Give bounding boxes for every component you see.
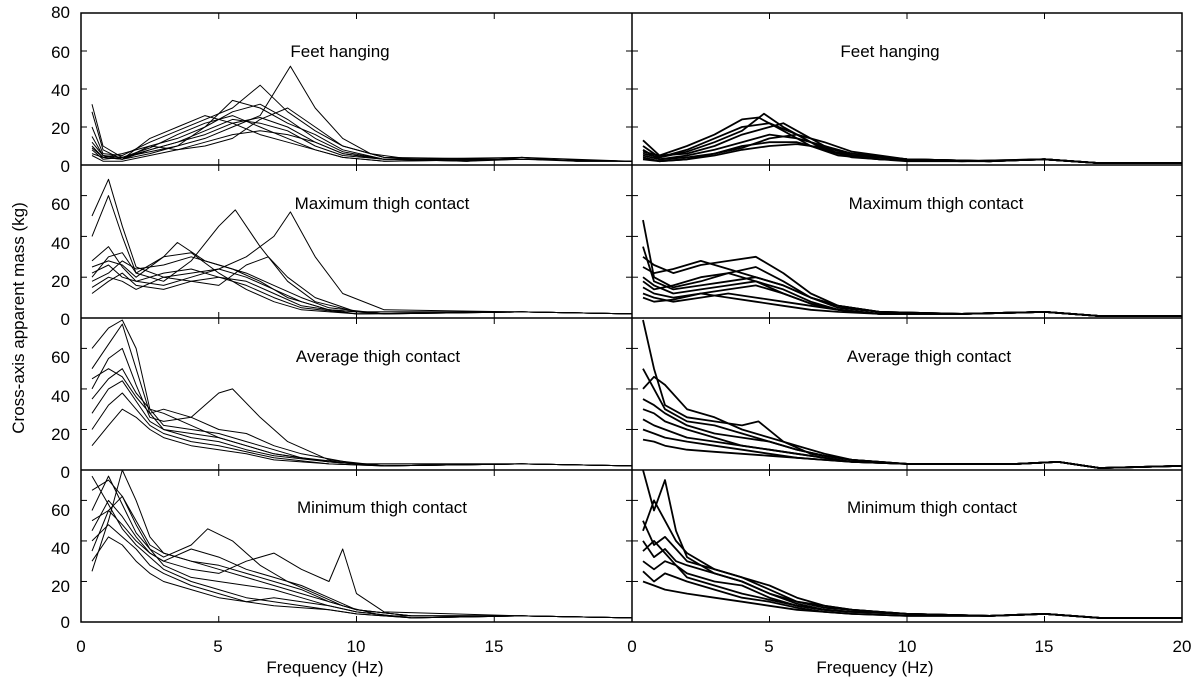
- x-axis-label: Frequency (Hz): [266, 658, 383, 677]
- series-line: [642, 438, 1183, 469]
- panel-title: Maximum thigh contact: [295, 194, 470, 213]
- ytick-label: 40: [51, 81, 70, 100]
- panel-title: Feet hanging: [840, 42, 939, 61]
- ytick-label: 40: [51, 234, 70, 253]
- series-line: [91, 392, 633, 467]
- ytick-label: 20: [51, 272, 70, 291]
- panel-title: Average thigh contact: [296, 347, 460, 366]
- series-line: [91, 368, 633, 467]
- series-line: [642, 375, 1183, 469]
- ytick-label: 20: [51, 577, 70, 596]
- ytick-label: 0: [61, 157, 70, 176]
- series-line: [91, 347, 633, 467]
- series-line: [91, 130, 633, 162]
- series-line: [642, 284, 1182, 317]
- series-line: [642, 570, 1182, 619]
- ytick-label: 20: [51, 425, 70, 444]
- axis-ticks: [80, 12, 1183, 623]
- series-line: [91, 368, 633, 467]
- series-line: [91, 107, 633, 162]
- ytick-label: 60: [51, 501, 70, 520]
- series-line: [91, 408, 633, 467]
- series-line: [642, 418, 1183, 469]
- series-line: [642, 520, 1182, 619]
- series-line: [91, 115, 633, 162]
- xtick-label: 20: [1173, 637, 1192, 656]
- series-line: [642, 580, 1182, 619]
- panel-R2: [642, 219, 1182, 317]
- ytick-label: 40: [51, 387, 70, 406]
- panel-title: Minimum thigh contact: [297, 498, 467, 517]
- series-line: [91, 256, 633, 315]
- series-line: [642, 292, 1182, 317]
- panel-title: Feet hanging: [290, 42, 389, 61]
- series-line: [642, 540, 1182, 619]
- series-line: [91, 211, 633, 315]
- series-line: [91, 264, 633, 315]
- ytick-label: 80: [51, 3, 70, 22]
- ytick-label: 0: [61, 463, 70, 482]
- panel-R1: [642, 112, 1182, 164]
- series-line: [91, 319, 633, 467]
- xtick-label: 5: [213, 637, 222, 656]
- ytick-label: 20: [51, 119, 70, 138]
- panel-title: Minimum thigh contact: [847, 498, 1017, 517]
- series-line: [91, 499, 633, 619]
- series-line: [91, 195, 633, 315]
- xtick-label: 10: [347, 637, 366, 656]
- series-line: [642, 246, 1182, 317]
- series-line: [642, 540, 1182, 619]
- series-line: [642, 116, 1182, 164]
- series-line: [642, 260, 1182, 317]
- panel-L2: [91, 178, 633, 315]
- xtick-label: 10: [898, 637, 917, 656]
- series-line: [91, 272, 633, 315]
- series-line: [642, 469, 1182, 619]
- series-line: [642, 499, 1182, 619]
- panel-R4: [642, 469, 1182, 619]
- panel-L4: [91, 469, 633, 619]
- series-line: [91, 380, 633, 467]
- series-line: [642, 133, 1182, 164]
- xtick-label: 15: [485, 637, 504, 656]
- panel-title: Average thigh contact: [847, 347, 1011, 366]
- series-line: [642, 112, 1182, 164]
- series-line: [91, 84, 632, 162]
- panel-L3: [91, 319, 633, 467]
- series-line: [91, 536, 633, 619]
- series-line: [91, 469, 633, 619]
- xtick-label: 15: [1035, 637, 1054, 656]
- panel-title: Maximum thigh contact: [849, 194, 1024, 213]
- series-line: [642, 560, 1182, 619]
- ytick-label: 60: [51, 43, 70, 62]
- ytick-label: 0: [61, 613, 70, 632]
- panel-L1: [91, 65, 633, 162]
- series-line: [642, 408, 1183, 469]
- series-line: [642, 398, 1183, 469]
- ytick-label: 40: [51, 539, 70, 558]
- series-line: [91, 524, 633, 619]
- ytick-label: 0: [61, 310, 70, 329]
- series-line: [91, 256, 633, 315]
- xtick-label: 5: [764, 637, 773, 656]
- ytick-label: 60: [51, 195, 70, 214]
- series-line: [91, 99, 633, 162]
- xtick-label: 0: [627, 637, 636, 656]
- panel-R3: [642, 319, 1183, 469]
- y-axis-label: Cross-axis apparent mass (kg): [9, 202, 28, 433]
- panels: [91, 65, 1183, 619]
- series-line: [91, 510, 633, 619]
- xtick-label: 0: [76, 637, 85, 656]
- series-line: [642, 319, 1183, 469]
- series-line: [91, 323, 633, 467]
- x-axis-label: Frequency (Hz): [816, 658, 933, 677]
- ytick-label: 60: [51, 348, 70, 367]
